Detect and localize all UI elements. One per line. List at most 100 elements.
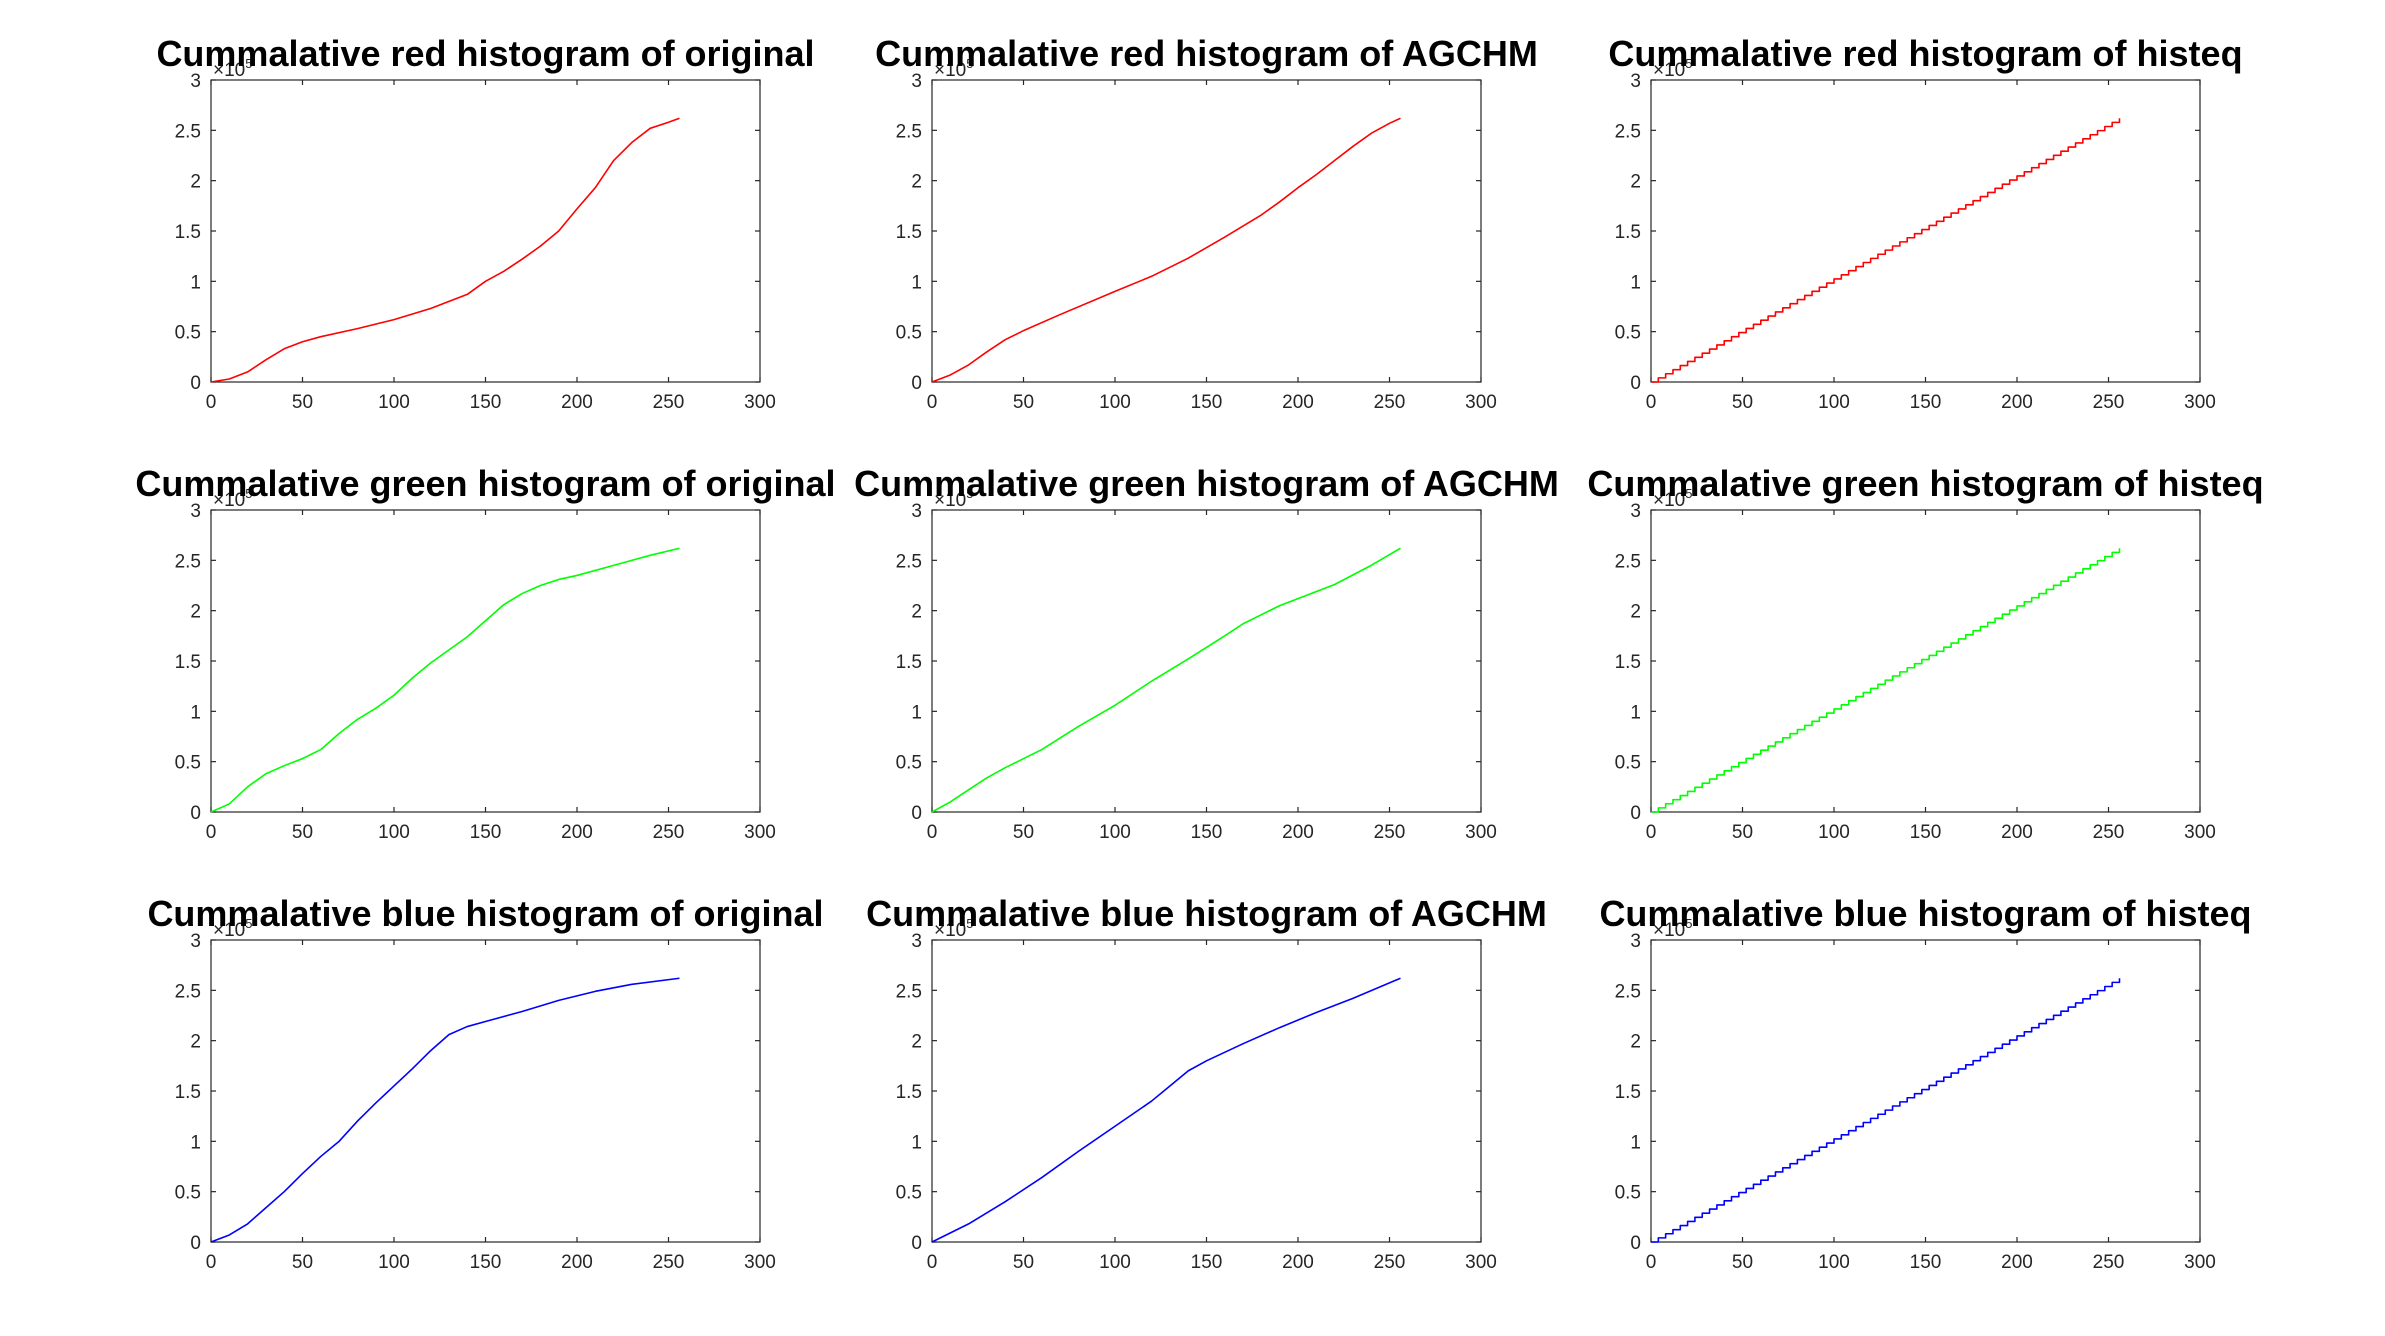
axes-frame: [931, 509, 1482, 813]
x-tick-label: 0: [1646, 1252, 1657, 1273]
x-tick-label: 250: [653, 822, 685, 843]
x-tick-label: 200: [2001, 1252, 2033, 1273]
cumulative-histogram-line: [931, 977, 1401, 1243]
x-tick-label: 50: [1732, 1252, 1753, 1273]
x-tick-label: 300: [2184, 392, 2216, 413]
y-tick-label: 0: [190, 1233, 201, 1254]
axes-frame: [210, 79, 761, 383]
x-tick-label: 200: [2001, 822, 2033, 843]
x-tick-label: 150: [470, 392, 502, 413]
y-tick-label: 0: [911, 803, 922, 824]
subplot-6: 0 50 100 150 200 250 300 0 0.5 1 1.5 2 2.5 3 ×105Cumma…: [1587, 463, 2263, 843]
x-tick-label: 100: [1818, 822, 1850, 843]
cumulative-histogram-line: [210, 977, 680, 1243]
y-exponent-base: ×10: [934, 60, 966, 81]
y-exponent-power: 5: [245, 486, 252, 501]
x-tick-label: 100: [1099, 822, 1131, 843]
y-tick-label: 1.5: [896, 1082, 922, 1103]
x-tick-label: 250: [2093, 1252, 2125, 1273]
cumulative-histogram-line: [931, 117, 1401, 383]
y-tick-label: 2: [1630, 602, 1641, 623]
x-tick-label: 100: [1818, 1252, 1850, 1273]
y-tick-label: 3: [1630, 931, 1641, 952]
chart-title: Cummalative green histogram of AGCHM: [854, 463, 1559, 504]
y-tick-label: 1: [190, 1132, 201, 1153]
y-tick-label: 3: [190, 931, 201, 952]
x-tick-label: 250: [2093, 822, 2125, 843]
x-tick-label: 0: [1646, 822, 1657, 843]
x-tick-label: 50: [1732, 822, 1753, 843]
y-tick-label: 3: [190, 501, 201, 522]
y-exponent-label: ×105: [1653, 916, 1692, 941]
y-exponent-base: ×10: [1653, 60, 1685, 81]
y-exponent-base: ×10: [213, 490, 245, 511]
chart-title: Cummalative red histogram of original: [156, 33, 814, 74]
y-tick-label: 1.5: [1615, 1082, 1641, 1103]
cumulative-histogram-line: [210, 117, 680, 383]
chart-title: Cummalative blue histogram of AGCHM: [866, 893, 1547, 934]
chart-title: Cummalative blue histogram of original: [147, 893, 823, 934]
x-tick-label: 300: [744, 392, 776, 413]
x-tick-label: 150: [1191, 392, 1223, 413]
axes-frame: [1650, 79, 2201, 383]
y-tick-label: 1: [190, 702, 201, 723]
x-tick-label: 100: [1099, 392, 1131, 413]
y-tick-label: 2.5: [1615, 121, 1641, 142]
y-tick-label: 1: [1630, 1132, 1641, 1153]
cumulative-histogram-line: [931, 547, 1401, 813]
y-tick-label: 2.5: [1615, 981, 1641, 1002]
x-tick-label: 150: [1191, 1252, 1223, 1273]
x-tick-label: 50: [1013, 392, 1034, 413]
y-tick-label: 0.5: [1615, 323, 1641, 344]
x-tick-label: 0: [206, 1252, 217, 1273]
x-tick-label: 200: [1282, 822, 1314, 843]
chart-title: Cummalative green histogram of original: [135, 463, 835, 504]
axes-frame: [1650, 939, 2201, 1243]
y-tick-label: 3: [911, 501, 922, 522]
y-tick-label: 2.5: [175, 981, 201, 1002]
y-exponent-power: 5: [966, 916, 973, 931]
y-tick-label: 2: [1630, 1032, 1641, 1053]
x-tick-label: 300: [1465, 392, 1497, 413]
chart-title: Cummalative red histogram of AGCHM: [875, 33, 1538, 74]
y-tick-label: 1.5: [1615, 222, 1641, 243]
y-exponent-label: ×105: [213, 56, 252, 81]
y-tick-label: 0: [911, 1233, 922, 1254]
x-tick-label: 0: [927, 392, 938, 413]
y-tick-label: 0.5: [175, 1183, 201, 1204]
x-tick-label: 0: [206, 392, 217, 413]
x-tick-label: 100: [378, 1252, 410, 1273]
y-tick-label: 1.5: [1615, 652, 1641, 673]
x-tick-label: 200: [1282, 392, 1314, 413]
y-tick-label: 0: [190, 803, 201, 824]
subplot-8: 0 50 100 150 200 250 300 0 0.5 1 1.5 2 2.5 3 ×105Cumma…: [866, 893, 1547, 1273]
y-tick-label: 3: [1630, 501, 1641, 522]
x-tick-label: 150: [1910, 1252, 1942, 1273]
x-tick-label: 300: [1465, 822, 1497, 843]
y-tick-label: 0.5: [175, 753, 201, 774]
y-exponent-power: 5: [1685, 486, 1692, 501]
y-tick-label: 3: [1630, 71, 1641, 92]
y-tick-label: 2: [1630, 172, 1641, 193]
y-exponent-power: 5: [245, 916, 252, 931]
x-tick-label: 200: [1282, 1252, 1314, 1273]
y-tick-label: 2.5: [1615, 551, 1641, 572]
y-exponent-label: ×105: [213, 916, 252, 941]
y-tick-label: 0: [1630, 803, 1641, 824]
x-tick-label: 200: [561, 1252, 593, 1273]
y-tick-label: 1.5: [175, 652, 201, 673]
y-tick-label: 2: [911, 1032, 922, 1053]
chart-title: Cummalative blue histogram of histeq: [1599, 893, 2251, 934]
y-exponent-label: ×105: [1653, 486, 1692, 511]
y-tick-label: 2.5: [896, 121, 922, 142]
y-tick-label: 2: [190, 172, 201, 193]
y-tick-label: 0.5: [896, 753, 922, 774]
y-tick-label: 0: [1630, 1233, 1641, 1254]
subplot-2: 0 50 100 150 200 250 300 0 0.5 1 1.5 2 2.5 3 ×105Cumma…: [875, 33, 1538, 413]
x-tick-label: 150: [1910, 822, 1942, 843]
x-tick-label: 300: [744, 822, 776, 843]
x-tick-label: 300: [744, 1252, 776, 1273]
subplot-1: 0 50 100 150 200 250 300 0 0.5 1 1.5 2 2.5 3 ×105Cumma…: [156, 33, 814, 413]
cumulative-histogram-line: [1651, 118, 2121, 383]
